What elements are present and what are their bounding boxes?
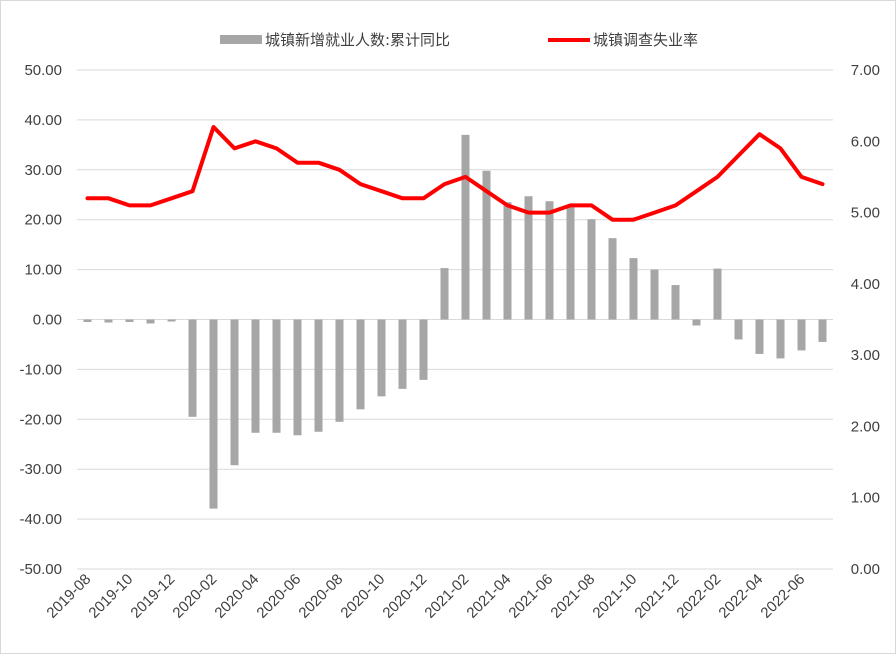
left-tick-label: -20.00 [19,411,62,428]
unemployment-line [85,125,825,222]
bar [167,319,176,322]
bar [230,319,239,466]
bar [629,258,638,320]
bar [419,319,428,380]
bar [608,238,617,320]
x-tick-label: 2021-04 [463,571,514,622]
right-tick-label: 3.00 [851,347,880,364]
legend-label-bar: 城镇新增就业人数:累计同比 [265,31,450,49]
bar [650,269,659,320]
gridlines [77,69,833,570]
bar [461,134,470,320]
x-tick-label: 2019-08 [43,571,94,622]
bar [251,319,260,433]
bar [755,319,764,354]
right-tick-label: 0.00 [851,561,880,578]
bar-series-employment-yoy [83,134,827,509]
right-tick-label: 2.00 [851,418,880,435]
bar [356,319,365,410]
right-tick-label: 4.00 [851,276,880,293]
x-tick-label: 2020-06 [253,571,304,622]
right-tick-label: 1.00 [851,490,880,507]
bar [377,319,386,397]
left-tick-label: 40.00 [24,112,62,129]
bar [83,319,92,322]
left-tick-label: -40.00 [19,511,62,528]
bar [692,319,701,326]
legend-label-line: 城镇调查失业率 [593,31,698,49]
left-tick-label: 0.00 [33,312,62,329]
x-tick-label: 2020-08 [295,571,346,622]
bar [398,319,407,389]
bar [818,319,827,342]
right-tick-label: 7.00 [851,62,880,79]
x-tick-label: 2020-10 [337,571,388,622]
left-tick-label: -10.00 [19,361,62,378]
x-tick-label: 2021-08 [547,571,598,622]
x-tick-label: 2022-02 [673,571,724,622]
left-tick-label: -30.00 [19,461,62,478]
x-axis-ticks: 2019-082019-102019-122020-022020-042020-… [43,571,808,622]
x-tick-label: 2020-12 [379,571,430,622]
right-tick-label: 5.00 [851,205,880,222]
x-tick-label: 2020-04 [211,571,262,622]
bar [440,268,449,320]
bar [146,319,155,324]
line-series-unemployment-rate [85,125,825,222]
left-tick-label: 50.00 [24,62,62,79]
bar [524,196,533,320]
x-tick-label: 2019-12 [127,571,178,622]
right-axis-ticks: 7.00 6.00 5.00 4.00 3.00 2.00 1.00 0.00 [851,62,880,578]
bar [482,170,491,320]
bar [272,319,281,433]
x-tick-label: 2021-02 [421,571,472,622]
x-tick-label: 2021-10 [589,571,640,622]
x-tick-label: 2021-12 [631,571,682,622]
bar [503,202,512,320]
bar [587,219,596,320]
bar [713,268,722,320]
left-tick-label: 10.00 [24,262,62,279]
bar [566,207,575,320]
bar [776,319,785,359]
legend-swatch-bar [220,35,262,44]
x-tick-label: 2022-04 [715,571,766,622]
left-tick-label: -50.00 [19,561,62,578]
bar [209,319,218,509]
bar [335,319,344,422]
bar [125,319,134,322]
bar [104,319,113,323]
x-tick-label: 2021-06 [505,571,556,622]
x-tick-label: 2020-02 [169,571,220,622]
left-axis-ticks: 50.00 40.00 30.00 20.00 10.00 0.00 -10.00 -20.0… [19,62,62,578]
right-tick-label: 6.00 [851,133,880,150]
bar [734,319,743,340]
bar [188,319,197,417]
bar [293,319,302,436]
left-tick-label: 30.00 [24,162,62,179]
bar [797,319,806,351]
bar [314,319,323,432]
bar [671,285,680,320]
legend: 城镇新增就业人数:累计同比 城镇调查失业率 [220,31,698,49]
bar [545,201,554,320]
x-tick-label: 2022-06 [757,571,808,622]
x-tick-label: 2019-10 [85,571,136,622]
left-tick-label: 20.00 [24,212,62,229]
